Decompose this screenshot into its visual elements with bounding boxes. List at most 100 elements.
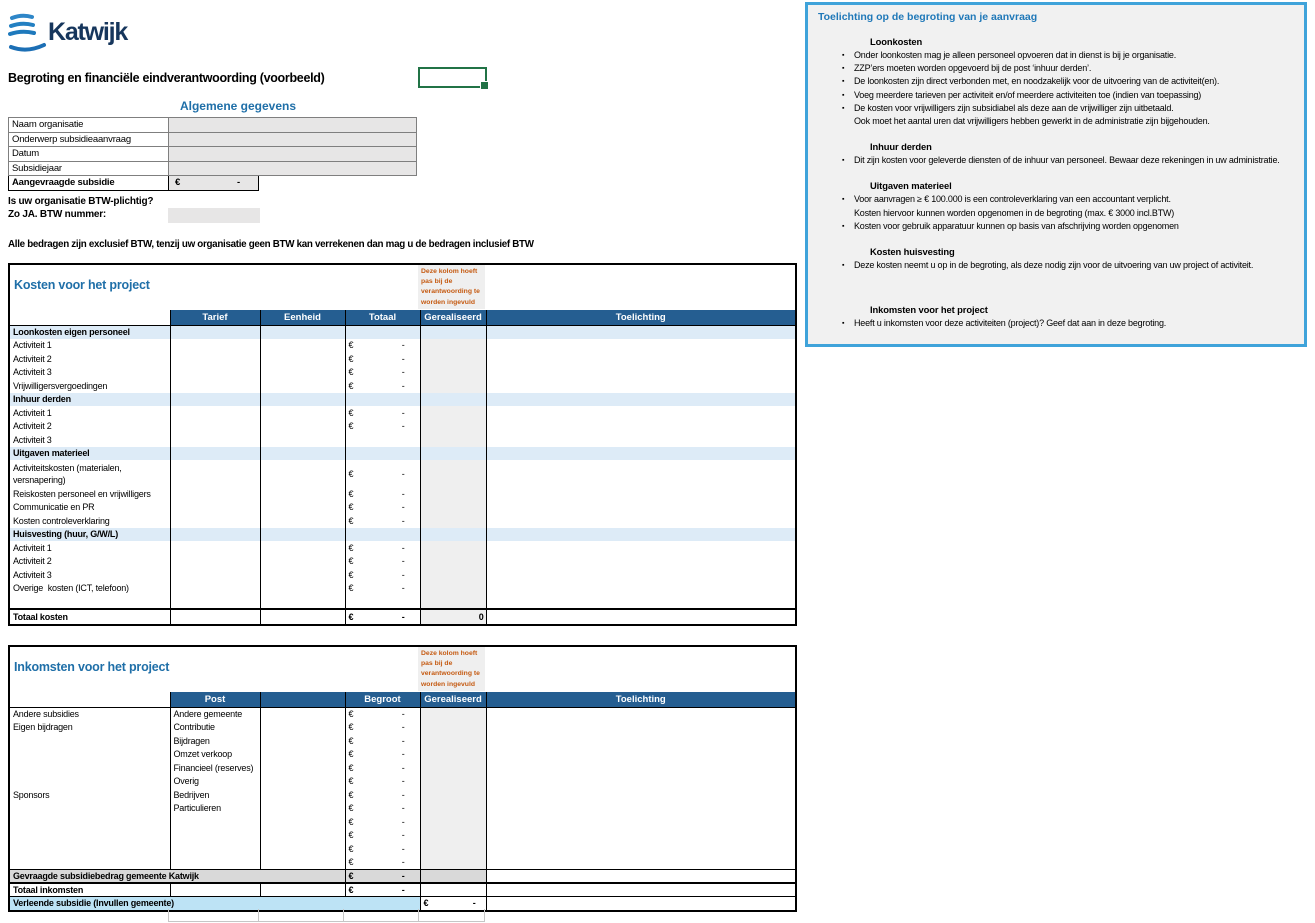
cell-gerealiseerd[interactable] [419,338,486,352]
cell-group[interactable] [10,734,170,748]
cell-post[interactable]: Overig [169,774,260,788]
cell-begroot[interactable]: € - [344,734,420,748]
cell-eenheid[interactable] [259,325,345,339]
cell-toelichting[interactable] [485,514,795,528]
cell-toelichting[interactable] [485,761,795,775]
cell-begroot[interactable]: € - [344,828,420,842]
cell-gerealiseerd[interactable] [419,419,486,433]
cell-gerealiseerd[interactable] [419,855,486,869]
cell-toelichting[interactable] [485,392,795,406]
cell-gerealiseerd[interactable] [419,541,486,555]
cell-label[interactable]: Activiteit 3 [13,434,52,445]
cell-eenheid[interactable] [259,365,345,379]
cell-post[interactable] [169,828,260,842]
cell-gerealiseerd[interactable] [419,595,486,609]
cell-gerealiseerd[interactable] [419,460,486,487]
cell-tarief[interactable] [169,595,260,609]
cell-label[interactable]: Gevraagde subsidiebedrag gemeente Katwij… [10,868,345,884]
cell-blank[interactable] [259,801,345,815]
cell-totaal[interactable]: € - [344,581,420,595]
cell-label[interactable]: Activiteit 1 [13,340,52,351]
cell-blank[interactable] [259,720,345,734]
cell-label[interactable]: Huisvesting (huur, G/W/L) [10,527,170,541]
cell-label[interactable]: Reiskosten personeel en vrijwilligers [13,488,151,499]
cell-totaal[interactable] [344,527,420,541]
cell-label[interactable]: Verleende subsidie (Invullen gemeente) [10,895,420,910]
cell-tarief[interactable] [169,554,260,568]
cell-blank[interactable] [259,747,345,761]
cell-totaal[interactable]: € - [344,607,420,624]
cell-tarief[interactable] [169,406,260,420]
cell-label[interactable]: Activiteitskosten (materialen, versnaper… [13,462,122,485]
cell-group[interactable] [10,761,170,775]
cell-totaal[interactable]: € - [344,460,420,487]
cell-toelichting[interactable] [485,419,795,433]
cell-totaal[interactable] [344,392,420,406]
cell-label[interactable]: Uitgaven materieel [10,446,170,460]
cell-group[interactable] [10,815,170,829]
cell-eenheid[interactable] [259,460,345,487]
cell-begroot[interactable]: € - [344,788,420,802]
cell-blank[interactable] [259,707,345,721]
cell-label[interactable]: Communicatie en PR [13,502,95,513]
cell-totaal[interactable]: € - [344,500,420,514]
cell-totaal[interactable] [344,325,420,339]
cell-eenheid[interactable] [259,406,345,420]
cell-toelichting[interactable] [485,365,795,379]
cell-tarief[interactable] [169,500,260,514]
cell-toelichting[interactable] [485,707,795,721]
cell-toelichting[interactable] [485,446,795,460]
cell-post[interactable]: Omzet verkoop [169,747,260,761]
cell-eenheid[interactable] [259,487,345,501]
cell-eenheid[interactable] [259,541,345,555]
cell-label[interactable]: Loonkosten eigen personeel [10,325,170,339]
cell-eenheid[interactable] [259,607,345,624]
cell-toelichting[interactable] [485,607,795,624]
cell-label[interactable]: Overige kosten (ICT, telefoon) [13,583,129,594]
cell-label[interactable]: Totaal kosten [10,607,170,624]
cell-toelichting[interactable] [485,460,795,487]
cell-toelichting[interactable] [485,815,795,829]
cell-totaal[interactable]: € - [344,568,420,582]
cell-gerealiseerd[interactable] [419,568,486,582]
cell-eenheid[interactable] [259,352,345,366]
fill-handle[interactable] [480,81,489,90]
cell-eenheid[interactable] [259,527,345,541]
cell-toelichting[interactable] [485,868,795,884]
cell-group[interactable] [10,829,170,843]
cell-toelichting[interactable] [485,406,795,420]
cell-gerealiseerd[interactable] [419,828,486,842]
cell-tarief[interactable] [169,460,260,487]
cell-eenheid[interactable] [259,379,345,393]
cell-gerealiseerd[interactable] [419,734,486,748]
cell-toelichting[interactable] [485,379,795,393]
cell-toelichting[interactable] [485,734,795,748]
cell-eenheid[interactable] [259,514,345,528]
cell-blank[interactable] [259,734,345,748]
cell-label[interactable] [10,595,170,609]
cell-blank[interactable] [259,815,345,829]
cell-gerealiseerd[interactable] [419,868,486,884]
cell-totaal[interactable]: € - [344,365,420,379]
cell-post[interactable]: Andere gemeente [169,707,260,721]
cell-begroot[interactable]: € - [344,855,420,869]
cell-tarief[interactable] [169,581,260,595]
cell-label[interactable]: Activiteit 3 [13,569,52,580]
cell-toelichting[interactable] [485,568,795,582]
cell-toelichting[interactable] [485,828,795,842]
cell-post[interactable] [169,815,260,829]
cell-label[interactable]: Activiteit 3 [13,367,52,378]
cell-tarief[interactable] [169,433,260,447]
cell-tarief[interactable] [169,607,260,624]
cell-toelichting[interactable] [485,554,795,568]
cell-tarief[interactable] [169,568,260,582]
general-value-cell[interactable] [168,160,417,176]
cell-gerealiseerd[interactable] [419,500,486,514]
cell-group[interactable] [10,842,170,856]
cell-tarief[interactable] [169,392,260,406]
cell-toelichting[interactable] [485,720,795,734]
cell-toelichting[interactable] [485,325,795,339]
cell-eenheid[interactable] [259,500,345,514]
cell-totaal[interactable]: € - [344,419,420,433]
cell-toelichting[interactable] [485,842,795,856]
